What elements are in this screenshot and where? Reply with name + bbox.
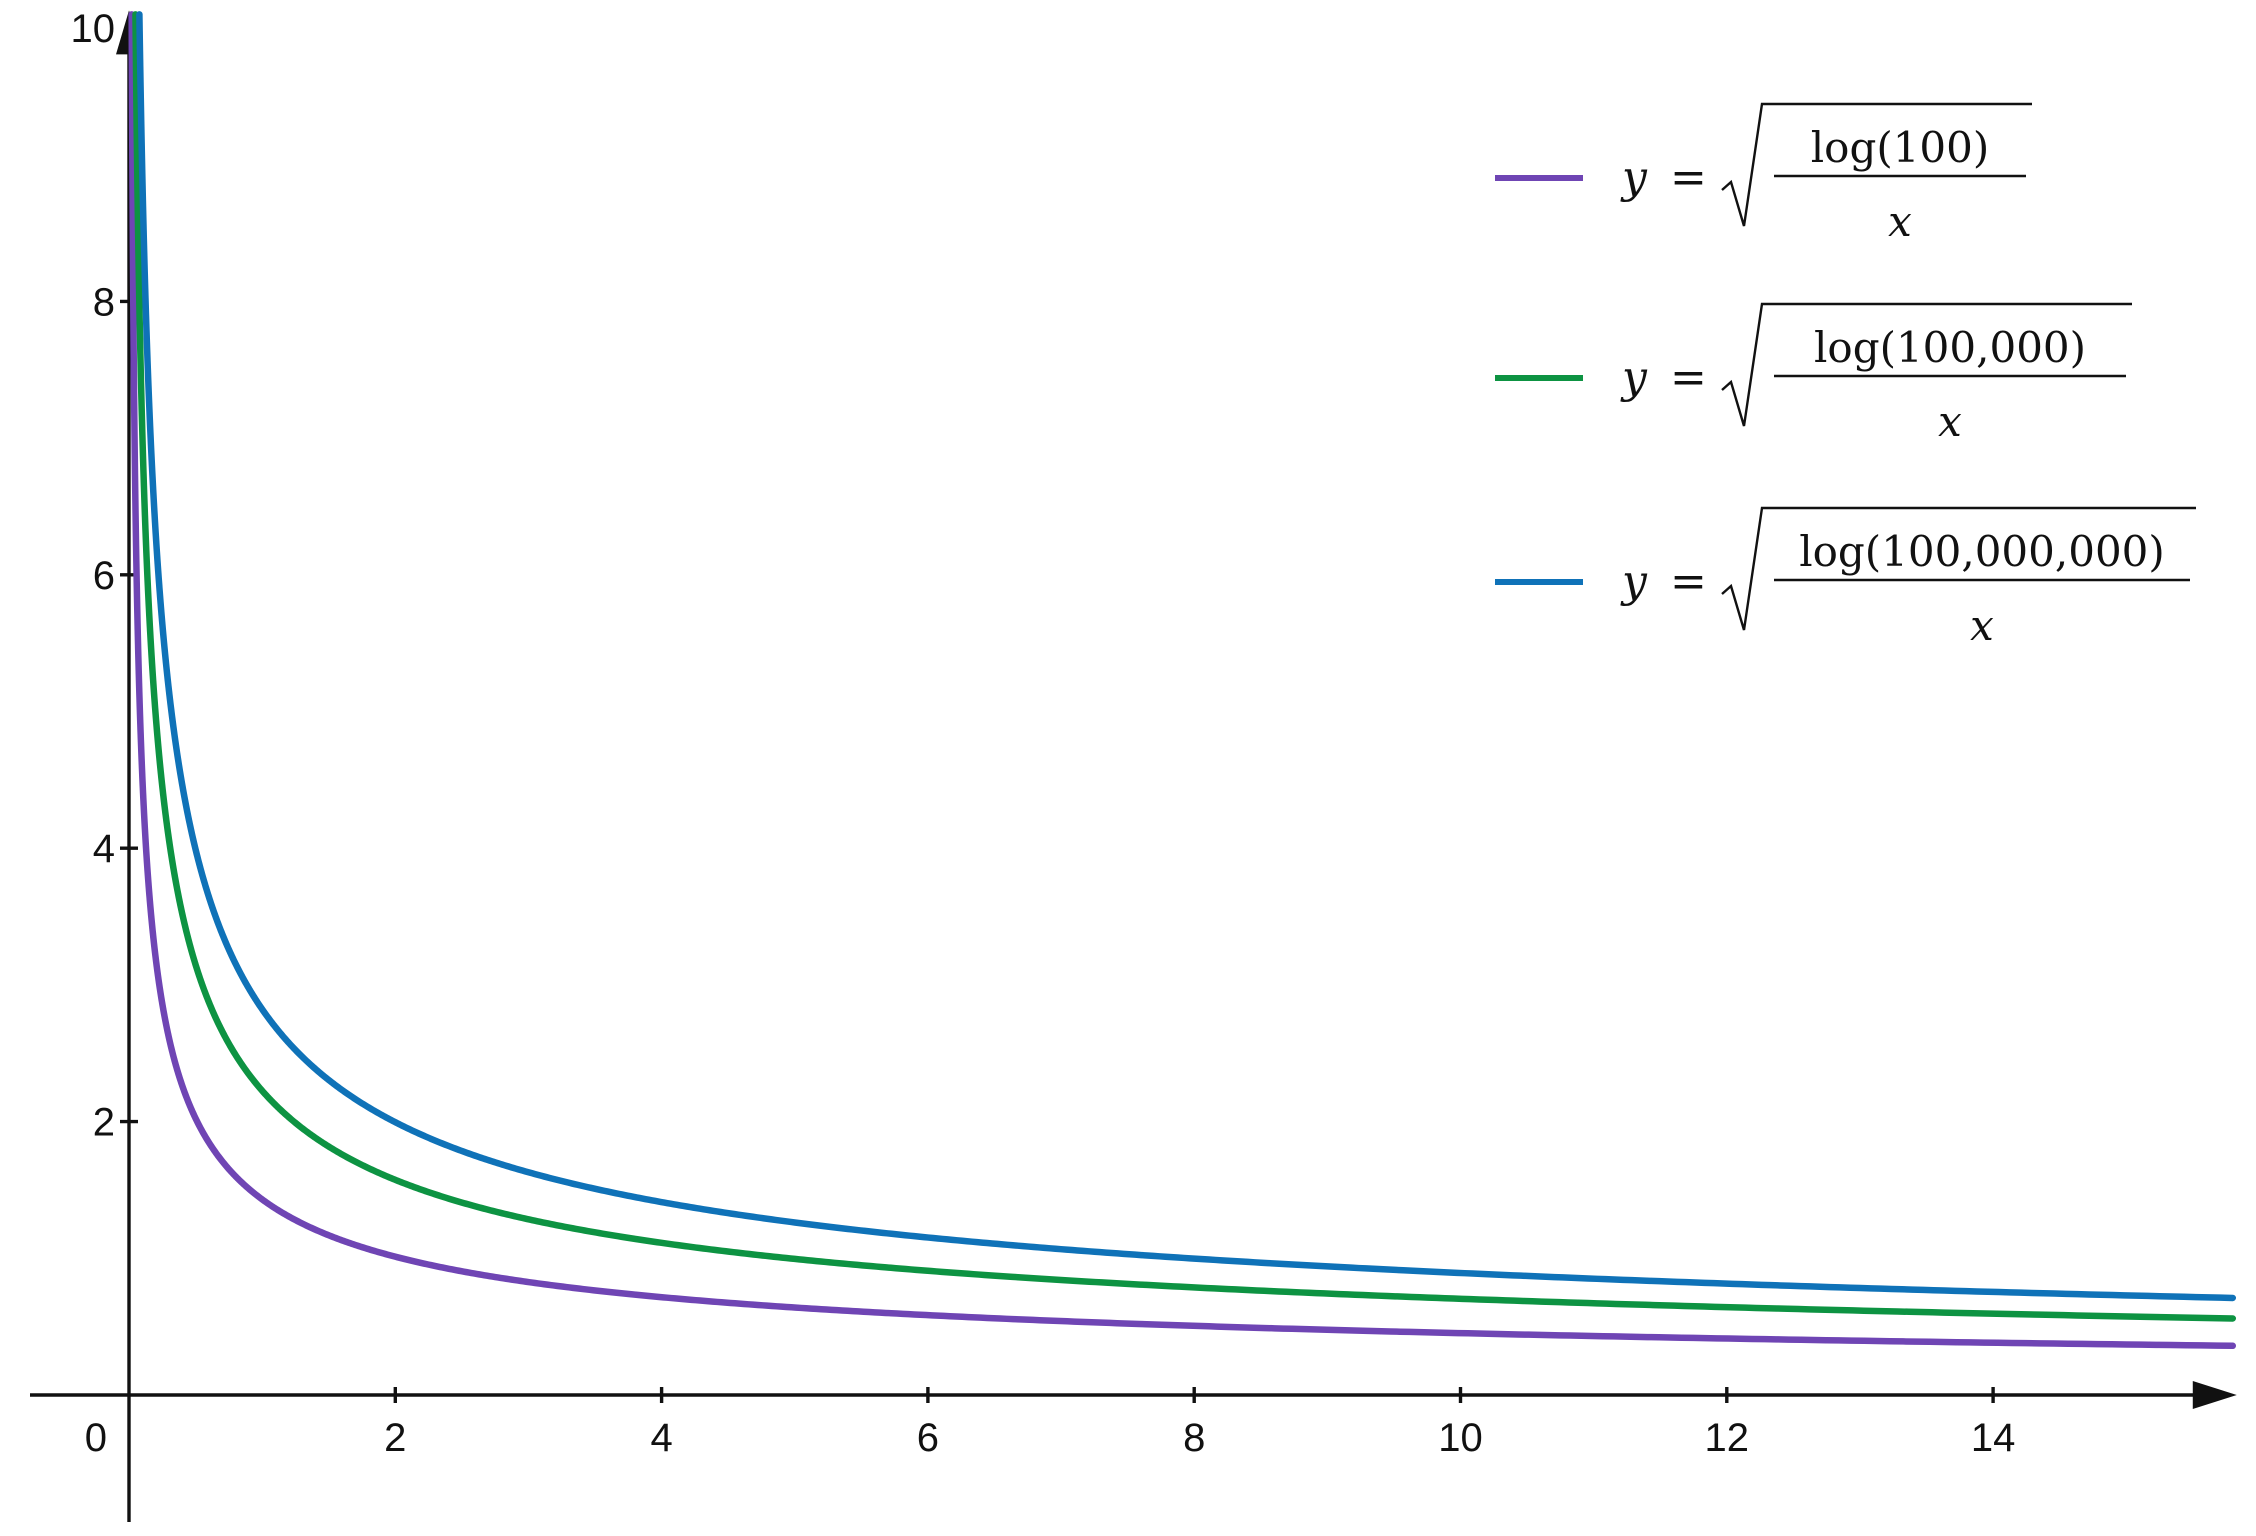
y-tick-label: 10 bbox=[71, 7, 116, 51]
legend-equals: = bbox=[1670, 556, 1707, 607]
legend-numerator: log(100,000,000) bbox=[1799, 527, 2165, 576]
x-tick-label: 12 bbox=[1705, 1416, 1750, 1460]
legend-item-3: y = log(100,000,000) x bbox=[1495, 506, 2196, 650]
legend-item-1: y = log(100) x bbox=[1495, 102, 2032, 246]
curves bbox=[128, 11, 2237, 1350]
y-tick-label: 4 bbox=[93, 827, 115, 871]
legend-equals: = bbox=[1670, 352, 1707, 403]
legend-equals: = bbox=[1670, 152, 1707, 203]
legend-lhs: y bbox=[1620, 152, 1648, 203]
legend-lhs: y bbox=[1620, 352, 1648, 403]
legend-denominator: x bbox=[1888, 197, 1912, 246]
x-tick-label: 14 bbox=[1971, 1416, 2016, 1460]
legend-numerator: log(100,000) bbox=[1814, 323, 2086, 372]
x-tick-label: 2 bbox=[384, 1416, 406, 1460]
y-tick-label: 2 bbox=[93, 1101, 115, 1145]
x-axis-arrow bbox=[2192, 1381, 2237, 1409]
legend-denominator: x bbox=[1938, 397, 1962, 446]
legend-numerator: log(100) bbox=[1811, 123, 1990, 172]
legend-denominator: x bbox=[1970, 601, 1994, 650]
series-line-3 bbox=[136, 11, 2237, 1302]
series-line-2 bbox=[132, 11, 2237, 1322]
x-tick-label: 8 bbox=[1183, 1416, 1205, 1460]
radical-sign bbox=[1721, 506, 2196, 631]
legend-lhs: y bbox=[1620, 556, 1648, 607]
series-line-1 bbox=[128, 11, 2237, 1350]
radical-sign bbox=[1721, 102, 2032, 227]
origin-label: 0 bbox=[85, 1416, 107, 1460]
radical-sign bbox=[1721, 302, 2132, 427]
legend-item-2: y = log(100,000) x bbox=[1495, 302, 2132, 446]
x-tick-label: 4 bbox=[650, 1416, 672, 1460]
x-tick-label: 6 bbox=[917, 1416, 939, 1460]
legend: y = log(100) x y = log(100,000) x y = log(100,000,… bbox=[1495, 102, 2196, 650]
x-tick-label: 10 bbox=[1438, 1416, 1483, 1460]
y-tick-label: 6 bbox=[93, 554, 115, 598]
axes: 2 4 6 8 10 12 14 2 4 6 8 10 0 bbox=[30, 7, 2237, 1522]
y-tick-label: 8 bbox=[93, 280, 115, 324]
